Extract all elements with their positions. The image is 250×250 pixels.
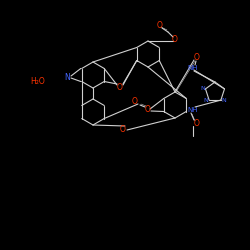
Text: O: O <box>120 126 126 134</box>
Text: NH: NH <box>188 65 198 71</box>
Text: O: O <box>194 52 200 62</box>
Text: N: N <box>200 86 205 92</box>
Text: N: N <box>204 98 208 102</box>
Text: O: O <box>172 36 178 44</box>
Text: N: N <box>222 98 226 102</box>
Text: N: N <box>64 72 70 82</box>
Text: O: O <box>132 98 138 106</box>
Text: O: O <box>117 82 123 92</box>
Text: NH: NH <box>188 107 198 113</box>
Text: H₂O: H₂O <box>30 78 46 86</box>
Text: O: O <box>157 20 163 30</box>
Text: O: O <box>194 120 200 128</box>
Text: O: O <box>145 106 151 114</box>
